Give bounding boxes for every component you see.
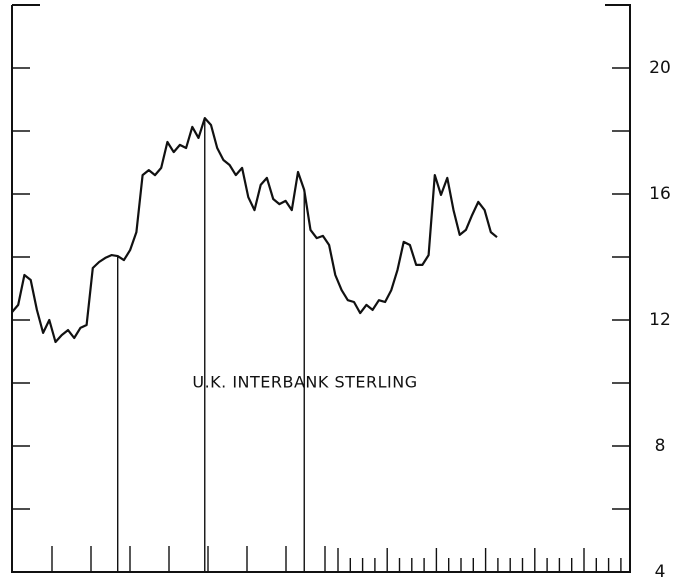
y-tick-label: 20 xyxy=(649,58,671,78)
annotation: U.K. INTERBANK STERLING xyxy=(192,373,417,392)
series-line xyxy=(11,117,498,344)
y-tick-label: 12 xyxy=(649,310,671,330)
y-tick-label: 4 xyxy=(655,562,666,581)
y-tick-label: 8 xyxy=(655,436,666,456)
y-tick-label: 16 xyxy=(649,184,671,204)
axes-frame xyxy=(11,4,631,573)
